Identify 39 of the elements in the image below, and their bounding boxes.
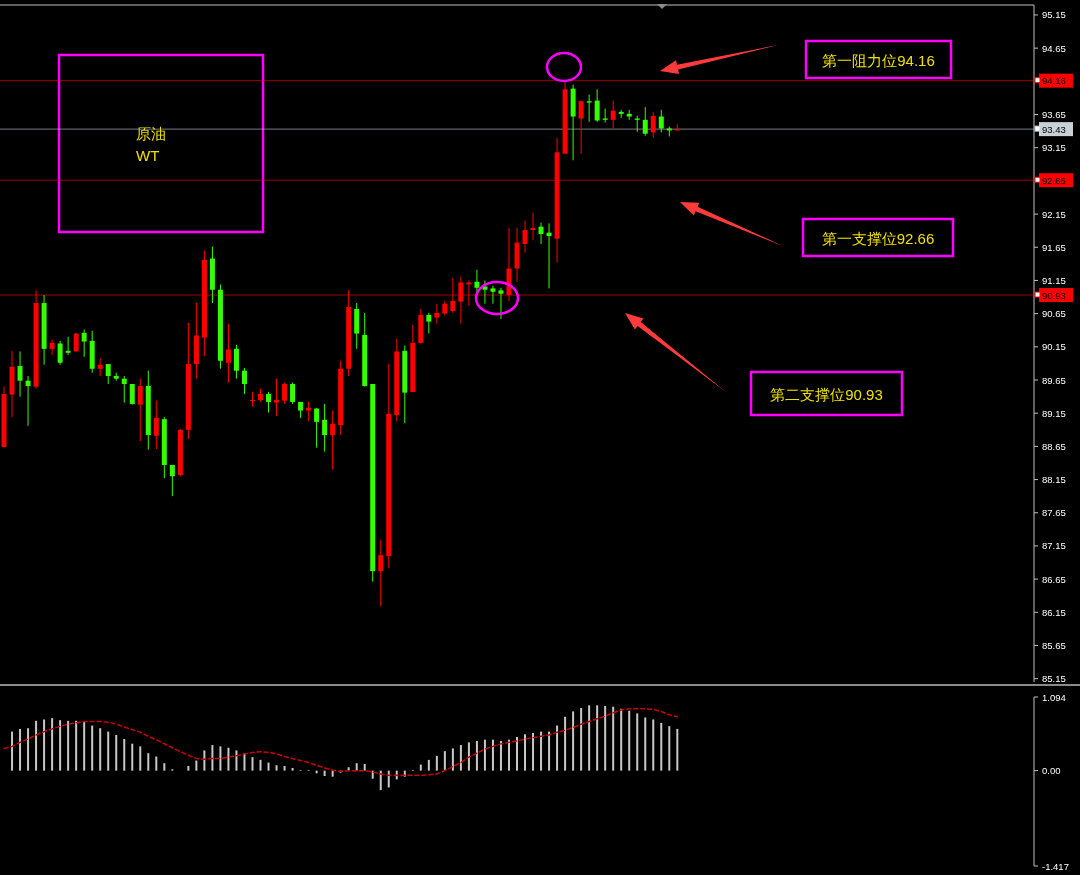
y-tick-label: 94.65 — [1042, 42, 1066, 54]
annotation: 第二支撑位90.93 — [749, 370, 904, 417]
y-tick-label: 86.65 — [1042, 573, 1066, 585]
panel: 1.094 0.00 -1.417 — [0, 684, 1080, 872]
annotation: 第二支撑位90.93 — [770, 385, 883, 402]
annotation: 原油 WT — [136, 124, 166, 164]
y-tick-label: 90.15 — [1042, 341, 1066, 353]
y-tick-label: 92.15 — [1042, 208, 1066, 220]
y-tick-label: 91.65 — [1042, 241, 1066, 253]
y-tick-label: 93.15 — [1042, 142, 1066, 154]
ref-line-label: 92.66 — [1034, 173, 1073, 188]
ref-line-label: 92.66 — [1042, 174, 1066, 186]
y-tick-label: 89.15 — [1042, 407, 1066, 419]
y-tick-label: 87.15 — [1042, 540, 1066, 552]
annotation: 第一支撑位92.66 — [801, 217, 955, 258]
annotation: 第一支撑位92.66 — [821, 229, 935, 246]
annotation: 原油 WT — [57, 53, 265, 234]
panel: 原油 WT 第一阻力位94.16 第一支撑位92.66 第二支撑位90.93 95.15 94.65 93.65 93.15 92.15 91.65 91.15 90.65 90.15 89.65 89.15 88.65 88.15 87.65 87.15 86.65 86.15 85.65 85.15 94.16 92.66 90.93 93.43 — [0, 4, 1073, 684]
y-tick-label: 85.15 — [1042, 673, 1066, 685]
y-tick-label: 93.65 — [1042, 109, 1066, 121]
y-tick-label: 1.094 — [1042, 691, 1066, 703]
y-tick-label: 88.65 — [1042, 440, 1066, 452]
ref-line-label: 93.43 — [1042, 123, 1066, 135]
y-tick-label: 86.15 — [1042, 606, 1066, 618]
y-tick-label: 95.15 — [1042, 9, 1066, 21]
y-tick-label: 91.15 — [1042, 274, 1066, 286]
y-tick-label: -1.417 — [1042, 860, 1069, 872]
ref-line-label: 90.93 — [1034, 288, 1073, 303]
annotation: 第一阻力位94.16 — [804, 39, 953, 80]
y-tick-label: 85.65 — [1042, 640, 1066, 651]
y-tick-label: 0.00 — [1042, 765, 1061, 777]
y-tick-label: 87.65 — [1042, 507, 1066, 519]
ref-line-label: 93.43 — [1034, 122, 1073, 137]
y-tick-label: 88.15 — [1042, 474, 1066, 486]
y-tick-label: 90.65 — [1042, 308, 1066, 320]
ref-line-label: 94.16 — [1042, 75, 1066, 87]
y-tick-label: 89.65 — [1042, 374, 1066, 386]
annotation: 第一阻力位94.16 — [822, 51, 935, 68]
ref-line-label: 90.93 — [1042, 289, 1066, 301]
